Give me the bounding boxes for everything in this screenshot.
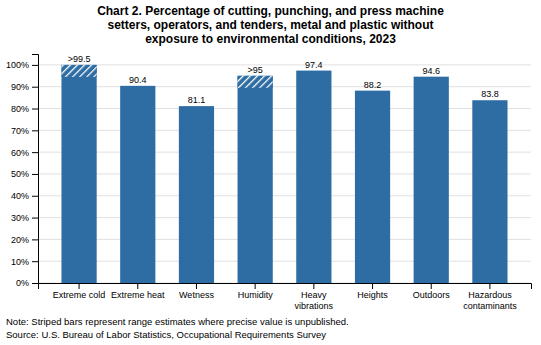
tick-label: Hazardouscontaminants — [463, 290, 517, 310]
y-tick: 100% — [6, 60, 38, 70]
grid-line — [38, 152, 531, 153]
tick-mark — [79, 283, 80, 289]
range-hatch — [238, 76, 273, 88]
tick-label: 40% — [11, 191, 29, 201]
y-axis: 0% 10% 20% 30% 40% 50% 60% 70% 80% 90% 100% — [6, 55, 39, 289]
tick-label: 80% — [11, 104, 29, 114]
tick-mark — [32, 239, 38, 240]
x-tick: Extreme cold — [53, 283, 106, 300]
grid-line — [38, 108, 531, 109]
y-tick: 30% — [11, 213, 38, 223]
grid-line — [38, 173, 531, 174]
x-tick: Wetness — [179, 283, 214, 300]
y-tick: 10% — [11, 257, 38, 267]
bar — [355, 91, 390, 283]
x-axis: Extreme cold Extreme heat Wetness Humidity H… — [39, 283, 532, 311]
note: Source: U.S. Bureau of Labor Statistics,… — [6, 329, 326, 340]
x-tick: Heavyvibrations — [295, 283, 334, 311]
data-label: >95 — [248, 65, 263, 75]
tick-label: 100% — [6, 60, 29, 70]
tick-mark — [32, 261, 38, 262]
tick-mark — [32, 87, 38, 88]
tick-mark — [372, 283, 373, 289]
tick-mark — [196, 283, 197, 289]
data-label: 88.2 — [364, 80, 382, 90]
data-label: 97.4 — [305, 60, 323, 70]
tick-mark — [32, 174, 38, 175]
grid-line — [38, 195, 531, 196]
y-tick: 80% — [11, 104, 38, 114]
bar — [120, 86, 155, 283]
y-tick: 40% — [11, 191, 38, 201]
tick-mark — [32, 130, 38, 131]
bar — [414, 77, 449, 283]
tick-mark — [32, 109, 38, 110]
data-label: 81.1 — [188, 95, 206, 105]
tick-mark — [313, 283, 314, 289]
bars — [61, 65, 507, 283]
tick-label: 20% — [11, 235, 29, 245]
data-label: 90.4 — [129, 75, 147, 85]
tick-label: Wetness — [179, 290, 214, 300]
title: Chart 2. Percentage of cutting, punching… — [97, 4, 444, 46]
grid-line — [38, 86, 531, 87]
grid — [38, 65, 531, 283]
tick-mark — [32, 218, 38, 219]
bar — [472, 100, 507, 283]
tick-label: 90% — [11, 82, 29, 92]
tick-label: 50% — [11, 169, 29, 179]
x-tick: Extreme heat — [111, 283, 165, 300]
bar — [238, 76, 273, 283]
grid-line — [38, 217, 531, 218]
tick-mark — [137, 283, 138, 289]
tick-label: 70% — [11, 126, 29, 136]
tick-mark — [32, 196, 38, 197]
tick-label: Heavyvibrations — [295, 290, 334, 310]
tick-label: Outdoors — [413, 290, 451, 300]
tick-mark — [32, 283, 38, 284]
tick-label: 10% — [11, 257, 29, 267]
x-tick: Humidity — [238, 283, 274, 300]
y-tick: 60% — [11, 148, 38, 158]
tick-label: 60% — [11, 148, 29, 158]
plot: 0% 10% 20% 30% 40% 50% 60% 70% 80% 90% 100% Extreme… — [6, 54, 532, 311]
tick-mark — [431, 283, 432, 289]
y-tick: 90% — [11, 82, 38, 92]
x-tick: Outdoors — [413, 283, 451, 300]
tick-label: Heights — [357, 290, 388, 300]
y-tick: 0% — [16, 278, 38, 288]
axis-line — [32, 55, 39, 284]
tick-label: 30% — [11, 213, 29, 223]
grid-line — [38, 239, 531, 240]
tick-mark — [489, 283, 490, 289]
tick-mark — [32, 65, 38, 66]
x-tick: Heights — [357, 283, 388, 300]
data-label: >99.5 — [68, 54, 91, 64]
tick-label: 0% — [16, 278, 29, 288]
note: Note: Striped bars represent range estim… — [6, 316, 349, 327]
y-tick: 70% — [11, 126, 38, 136]
axis-line — [39, 284, 532, 290]
data-labels: >99.5 90.4 81.1 >95 97.4 88.2 94.6 83.8 — [68, 54, 499, 105]
y-tick: 50% — [11, 169, 38, 179]
data-label: 83.8 — [481, 89, 499, 99]
x-tick: Hazardouscontaminants — [463, 283, 517, 311]
grid-line — [38, 64, 531, 65]
tick-label: Extreme cold — [53, 290, 106, 300]
grid-line — [38, 130, 531, 131]
bar — [296, 71, 331, 283]
tick-label: Humidity — [238, 290, 274, 300]
chart: Chart 2. Percentage of cutting, punching… — [0, 0, 541, 345]
range-hatch — [61, 65, 96, 77]
grid-line — [38, 261, 531, 262]
data-label: 94.6 — [422, 66, 440, 76]
y-tick: 20% — [11, 235, 38, 245]
tick-label: Extreme heat — [111, 290, 165, 300]
tick-mark — [255, 283, 256, 289]
bar — [61, 65, 96, 283]
bar — [179, 106, 214, 283]
tick-mark — [32, 152, 38, 153]
